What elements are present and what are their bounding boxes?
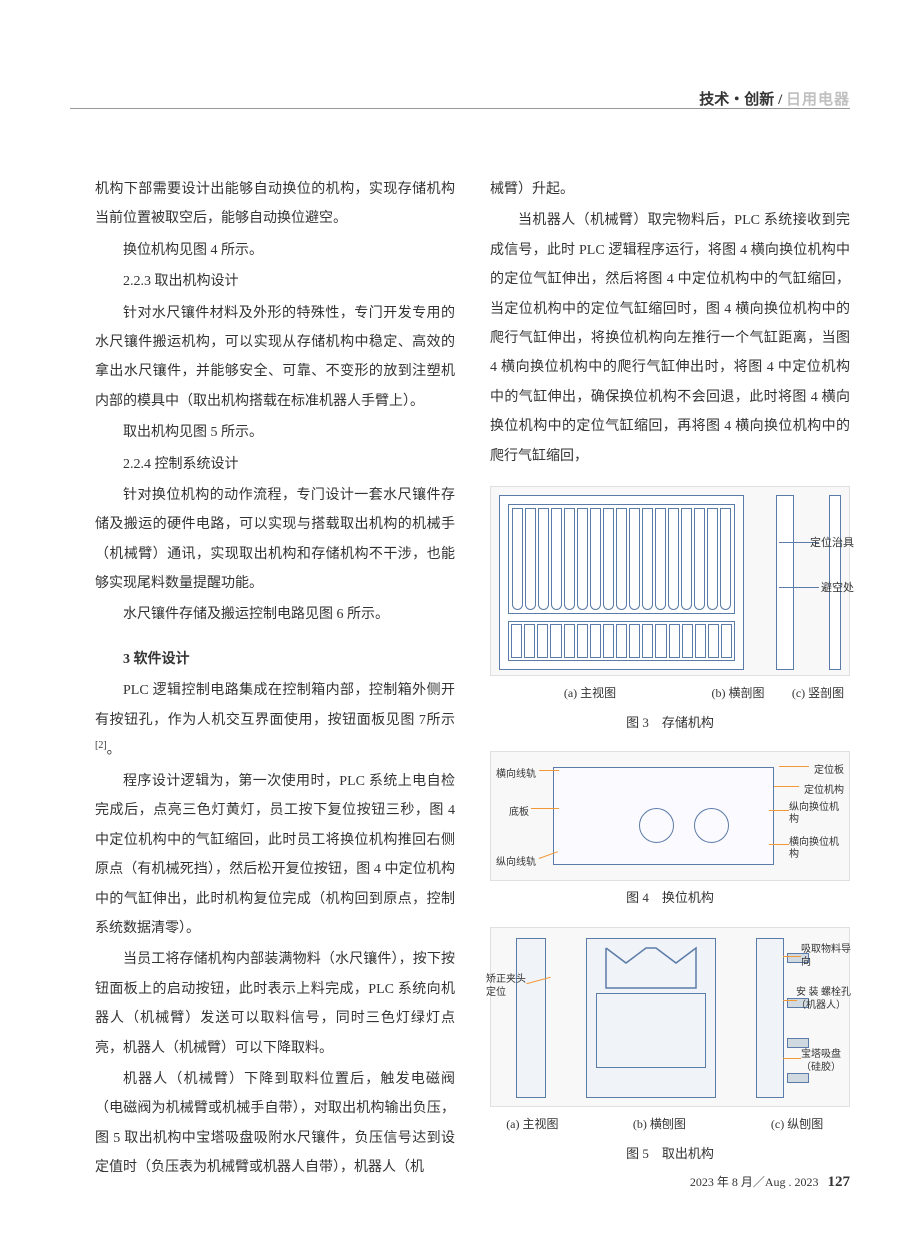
fig5-front-view	[516, 938, 546, 1098]
header-rule	[70, 108, 850, 109]
figure-5-caption: 图 5 取出机构	[490, 1140, 850, 1167]
leader-line	[531, 808, 559, 809]
leader-line	[783, 1058, 801, 1059]
sublabel: (c) 竖剖图	[786, 681, 850, 706]
callout-label: 底板	[509, 802, 529, 823]
fig5-nozzle	[787, 1073, 809, 1083]
para: 针对水尺镶件材料及外形的特殊性，专门开发专用的水尺镶件搬运机构，可以实现从存储机…	[95, 299, 455, 417]
page-number: 127	[828, 1174, 851, 1190]
leader-line	[774, 786, 799, 787]
sublabel: (a) 主视图	[490, 681, 690, 706]
figure-5-image: 矫正夹头定位 吸取物料导向 安 装 螺栓孔（机器人） 宝塔吸盘（硅胶）	[490, 927, 850, 1107]
callout-label: 横向线轨	[496, 764, 536, 785]
para: 机构下部需要设计出能够自动换位的机构，实现存储机构当前位置被取空后，能够自动换位…	[95, 175, 455, 234]
leader-line	[539, 770, 559, 771]
leader-line	[779, 766, 809, 767]
fig5-nozzle	[787, 1038, 809, 1048]
para: PLC 逻辑控制电路集成在控制箱内部，控制箱外侧开有按钮孔，作为人机交互界面使用…	[95, 676, 455, 765]
leader-line	[783, 1000, 797, 1001]
figure-4-image: 横向线轨 底板 纵向线轨 定位板 定位机构 纵向换位机构 横向换位机构	[490, 751, 850, 881]
category-label: 技术・创新	[699, 92, 774, 108]
para: 当员工将存储机构内部装满物料（水尺镶件），按下按钮面板上的启动按钮，此时表示上料…	[95, 945, 455, 1063]
leader-line	[783, 956, 801, 957]
figure-3-image: 定位治具 避空处	[490, 486, 850, 676]
left-column: 机构下部需要设计出能够自动换位的机构，实现存储机构当前位置被取空后，能够自动换位…	[95, 175, 455, 1185]
para: 取出机构见图 5 所示。	[95, 418, 455, 447]
sublabel: (a) 主视图	[490, 1112, 575, 1137]
para: 程序设计逻辑为，第一次使用时，PLC 系统上电自检完成后，点亮三色灯黄灯，员工按…	[95, 767, 455, 943]
fig5-inner-frame	[596, 993, 706, 1068]
figure-4: 横向线轨 底板 纵向线轨 定位板 定位机构 纵向换位机构 横向换位机构 图 4 …	[490, 751, 850, 911]
page-header: 技术・创新 / 日用电器	[699, 85, 850, 117]
page-footer: 2023 年 8 月／Aug . 2023 127	[690, 1167, 850, 1199]
fig3-bottom-row	[508, 621, 735, 661]
callout-label: 横向换位机构	[789, 837, 844, 861]
figure-3-caption: 图 3 存储机构	[490, 709, 850, 736]
para: 当机器人（机械臂）取完物料后，PLC 系统接收到完成信号，此时 PLC 逻辑程序…	[490, 206, 850, 471]
right-column: 械臂）升起。 当机器人（机械臂）取完物料后，PLC 系统接收到完成信号，此时 P…	[490, 175, 850, 1185]
leader-line	[769, 810, 789, 811]
figure-5: 矫正夹头定位 吸取物料导向 安 装 螺栓孔（机器人） 宝塔吸盘（硅胶） (a) …	[490, 927, 850, 1167]
callout-label: 定位机构	[804, 780, 844, 801]
figure-5-sublabels: (a) 主视图 (b) 横刨图 (c) 纵刨图	[490, 1112, 850, 1137]
subsection-heading: 2.2.3 取出机构设计	[95, 267, 455, 296]
callout-label: 定位治具	[810, 532, 854, 555]
callout-label: 矫正夹头定位	[486, 973, 531, 999]
callout-label: 纵向换位机构	[789, 802, 844, 826]
fig3-cross-section	[776, 495, 794, 670]
figure-3-sublabels: (a) 主视图 (b) 横剖图 (c) 竖剖图	[490, 681, 850, 706]
fig3-slots	[508, 504, 735, 614]
figure-4-caption: 图 4 换位机构	[490, 884, 850, 911]
separator: /	[778, 92, 782, 108]
para: 械臂）升起。	[490, 175, 850, 204]
fig4-circle	[639, 808, 674, 843]
leader-line	[779, 587, 819, 588]
callout-label: 定位板	[814, 760, 844, 781]
callout-label: 安 装 螺栓孔（机器人）	[796, 986, 851, 1012]
para: 换位机构见图 4 所示。	[95, 236, 455, 265]
para-text: 。	[107, 743, 121, 758]
callout-label: 纵向线轨	[496, 852, 536, 873]
fig4-body	[553, 767, 774, 865]
sublabel: (b) 横刨图	[575, 1112, 744, 1137]
sublabel: (b) 横剖图	[690, 681, 786, 706]
sublabel: (c) 纵刨图	[744, 1112, 850, 1137]
leader-line	[769, 844, 789, 845]
brand-label: 日用电器	[786, 92, 850, 108]
para: 针对换位机构的动作流程，专门设计一套水尺镶件存储及搬运的硬件电路，可以实现与搭载…	[95, 481, 455, 599]
para: 水尺镶件存储及搬运控制电路见图 6 所示。	[95, 600, 455, 629]
callout-label: 宝塔吸盘（硅胶）	[801, 1048, 851, 1074]
callout-label: 吸取物料导向	[801, 943, 851, 969]
citation-ref: [2]	[95, 740, 107, 751]
fig5-clamp-icon	[601, 943, 701, 993]
figure-3: 定位治具 避空处 (a) 主视图 (b) 横剖图 (c) 竖剖图 图 3 存储机…	[490, 486, 850, 736]
fig4-circle	[694, 808, 729, 843]
section-heading: 3 软件设计	[95, 645, 455, 674]
callout-label: 避空处	[821, 577, 854, 600]
content-area: 机构下部需要设计出能够自动换位的机构，实现存储机构当前位置被取空后，能够自动换位…	[95, 175, 850, 1185]
subsection-heading: 2.2.4 控制系统设计	[95, 450, 455, 479]
para-text: PLC 逻辑控制电路集成在控制箱内部，控制箱外侧开有按钮孔，作为人机交互界面使用…	[95, 683, 455, 727]
para: 机器人（机械臂）下降到取料位置后，触发电磁阀（电磁阀为机械臂或机械手自带），对取…	[95, 1065, 455, 1183]
fig5-longitudinal-view	[756, 938, 784, 1098]
footer-date: 2023 年 8 月／Aug . 2023	[690, 1175, 819, 1189]
fig3-front-view	[499, 495, 744, 670]
